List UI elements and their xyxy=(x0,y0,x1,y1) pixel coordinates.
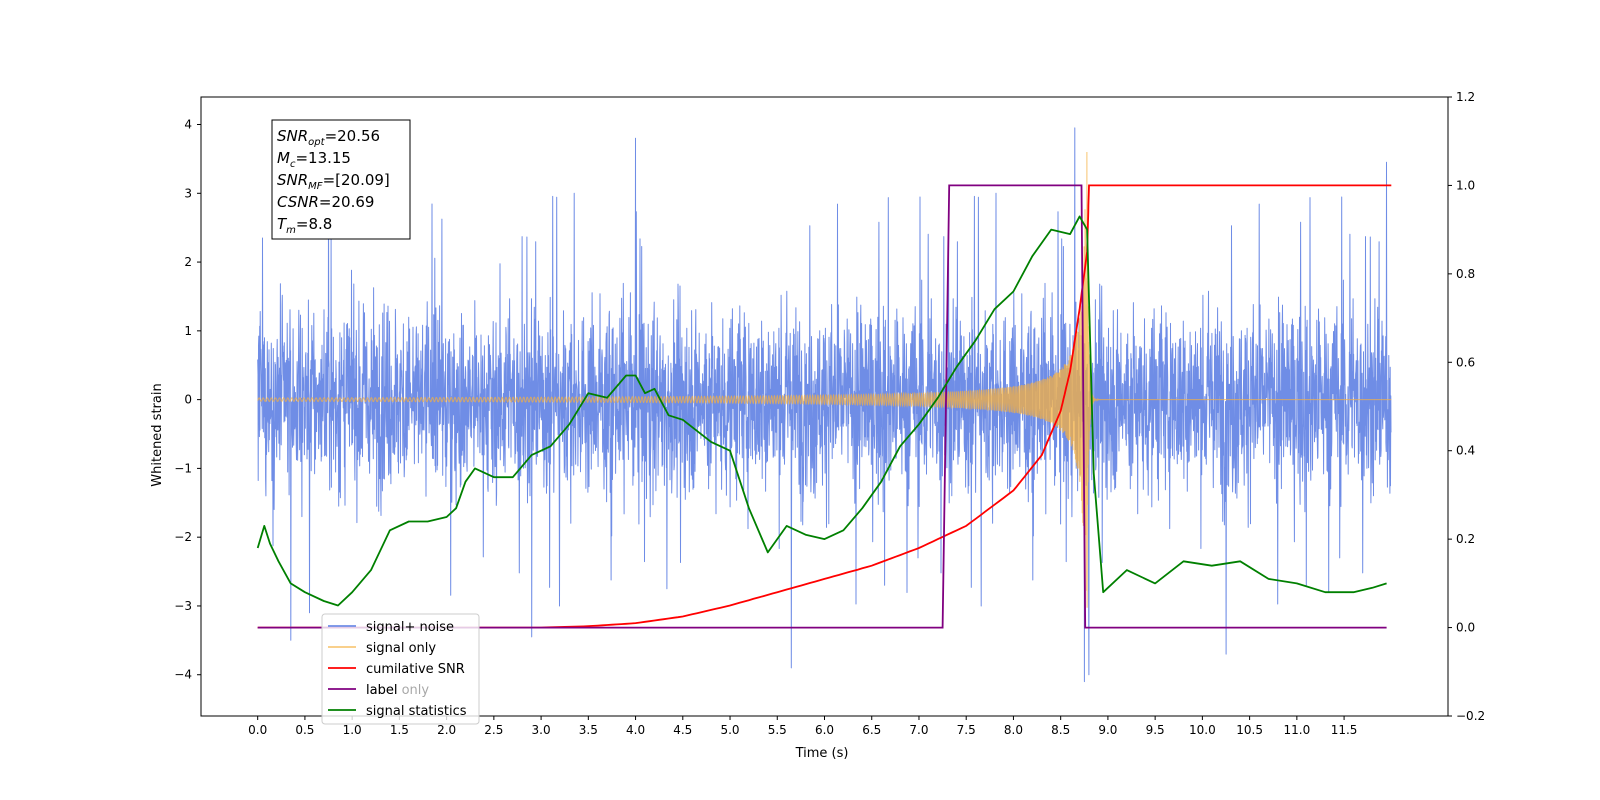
x-tick-label: 9.5 xyxy=(1146,723,1165,737)
x-axis-label: Time (s) xyxy=(795,746,849,761)
y-tick-label: −1 xyxy=(174,461,192,475)
annotation-line: Tm=8.8 xyxy=(277,215,332,236)
x-tick-label: 7.5 xyxy=(957,723,976,737)
series-line-label xyxy=(257,184,1387,629)
y-axis-ticks: 4 3 2 1 0 −1 −2 −3 −4 xyxy=(174,118,201,682)
x-tick-label: 4.5 xyxy=(673,723,692,737)
y-tick-label: −3 xyxy=(174,599,192,613)
x-tick-label: 5.5 xyxy=(768,723,787,737)
legend-label-label: label xyxy=(366,683,397,698)
y2-tick-label: 0.6 xyxy=(1456,355,1475,369)
x-tick-label: 11.0 xyxy=(1283,723,1310,737)
x-tick-label: 6.0 xyxy=(815,723,834,737)
y-tick-label: 3 xyxy=(184,186,192,200)
x-tick-label: 4.0 xyxy=(626,723,645,737)
plot-area xyxy=(256,127,1392,683)
x-tick-label: 2.5 xyxy=(484,723,503,737)
x-tick-label: 5.0 xyxy=(720,723,739,737)
x-tick-label: 8.5 xyxy=(1051,723,1070,737)
x-tick-label: 3.0 xyxy=(532,723,551,737)
y2-tick-label: 0.0 xyxy=(1456,621,1475,635)
x-tick-label: 0.0 xyxy=(248,723,267,737)
series-line-signal-statistics xyxy=(256,215,1387,607)
x-tick-label: 10.0 xyxy=(1189,723,1216,737)
y2-tick-label: 0.4 xyxy=(1456,444,1475,458)
y-axis-label: Whitened strain xyxy=(150,383,165,486)
x-tick-label: 8.0 xyxy=(1004,723,1023,737)
annotation-box: SNRopt=20.56Mc=13.15SNRMF=[20.09]CSNR=20… xyxy=(271,119,411,240)
series-line-signal-noise xyxy=(257,127,1392,683)
x-tick-label: 10.5 xyxy=(1236,723,1263,737)
x-tick-label: 6.5 xyxy=(862,723,881,737)
y-tick-label: 4 xyxy=(184,118,192,132)
legend-label-csnr: cumilative SNR xyxy=(366,662,465,677)
y-tick-label: 0 xyxy=(184,393,192,407)
x-tick-label: 9.0 xyxy=(1098,723,1117,737)
annotation-frame xyxy=(271,119,411,240)
x-axis-ticks: 0.0 0.5 1.0 1.5 2.0 2.5 3.0 3.5 4.0 4.5 5.0 5.5 6.0 6… xyxy=(248,716,1357,737)
y2-tick-label: 0.2 xyxy=(1456,532,1475,546)
x-tick-label: 0.5 xyxy=(295,723,314,737)
y2-tick-label: 1.2 xyxy=(1456,90,1475,104)
legend-label-noise: signal+ noise xyxy=(366,620,454,635)
x-tick-label: 2.0 xyxy=(437,723,456,737)
x-tick-label: 11.5 xyxy=(1331,723,1358,737)
x-tick-label: 3.5 xyxy=(579,723,598,737)
annotation-line: SNRMF=[20.09] xyxy=(277,171,390,192)
y2-tick-label: 0.8 xyxy=(1456,267,1475,281)
y2-tick-label: 1.0 xyxy=(1456,178,1475,192)
x-tick-label: 1.0 xyxy=(343,723,362,737)
legend: signal+ noise signal only cumilative SNR la… xyxy=(321,613,480,725)
annotation-line: Mc=13.15 xyxy=(277,149,351,170)
y2-axis-ticks: 1.2 1.0 0.8 0.6 0.4 0.2 0.0 −0.2 xyxy=(1448,90,1485,723)
legend-frame xyxy=(321,613,480,725)
legend-label-signal: signal only xyxy=(366,641,436,656)
annotation-line: CSNR=20.69 xyxy=(277,193,374,211)
x-tick-label: 1.5 xyxy=(390,723,409,737)
legend-label-stats: signal statistics xyxy=(366,704,467,719)
x-tick-label: 7.0 xyxy=(909,723,928,737)
legend-label-label-only: label only xyxy=(366,683,429,698)
series-line-signal-only xyxy=(257,151,1392,608)
y-tick-label: −4 xyxy=(174,668,192,682)
y2-tick-label: −0.2 xyxy=(1456,709,1485,723)
y-tick-label: 1 xyxy=(184,324,192,338)
y-tick-label: 2 xyxy=(184,255,192,269)
y-tick-label: −2 xyxy=(174,530,192,544)
series-line-cumilative-snr xyxy=(257,184,1392,629)
annotation-line: SNRopt=20.56 xyxy=(277,127,380,148)
